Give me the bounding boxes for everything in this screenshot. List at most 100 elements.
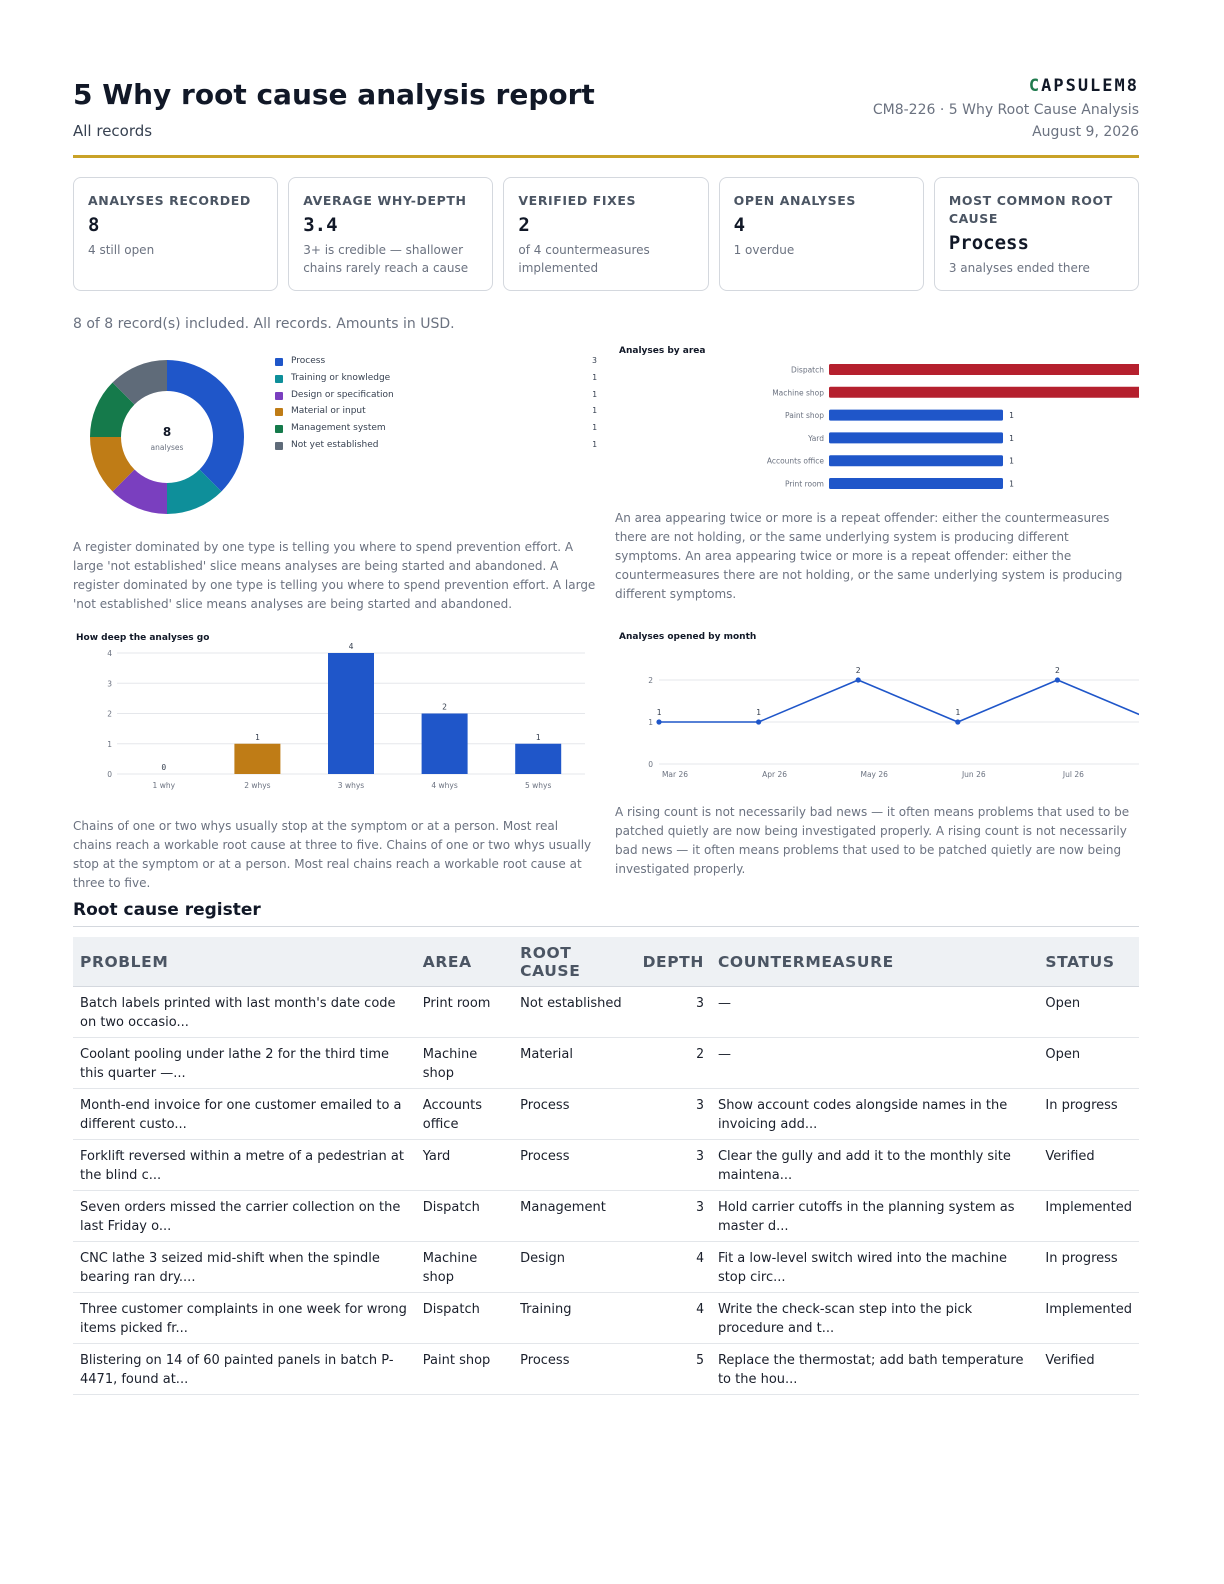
- column-header-root-cause: ROOT CAUSE: [513, 937, 636, 987]
- legend-label: Material or input: [291, 406, 366, 417]
- analyses-by-month-chart: Analyses opened by month 0 1 2 1 Mar 26 1 Apr…: [619, 632, 1139, 779]
- kpi-subtext: 4 still open: [88, 243, 155, 257]
- problem-cell: CNC lathe 3 seized mid-shift when the sp…: [73, 1241, 416, 1293]
- kpi-label: VERIFIED FIXES: [518, 193, 637, 208]
- month-point: [756, 719, 762, 725]
- table-row: Coolant pooling under lathe 2 for the th…: [73, 1037, 1139, 1089]
- depth-category-label: 3 whys: [338, 781, 364, 790]
- donut-slice: [167, 469, 222, 514]
- problem-cell: Blistering on 14 of 60 painted panels in…: [73, 1343, 416, 1395]
- root-cause-cell: Not established: [513, 986, 636, 1038]
- month-point-label: 2: [856, 666, 861, 675]
- area-bar: [829, 478, 1003, 489]
- month-point: [656, 719, 662, 725]
- area-chart-title: Analyses by area: [619, 346, 705, 356]
- month-x-tick: Jun 26: [961, 770, 986, 779]
- donut-center-label: analyses: [151, 443, 184, 452]
- month-point: [955, 719, 961, 725]
- depth-bar: [328, 653, 374, 774]
- column-header-countermeasure: COUNTERMEASURE: [710, 937, 1039, 987]
- month-series-line: [659, 679, 1139, 723]
- column-header-problem: PROBLEM: [73, 937, 416, 987]
- document-reference: CM8-226 · 5 Why Root Cause Analysis: [872, 102, 1139, 118]
- month-point-label: 1: [756, 708, 761, 717]
- legend-swatch: [275, 441, 283, 450]
- month-point-label: 1: [955, 708, 960, 717]
- area-category-label: Yard: [807, 434, 824, 443]
- legend-label: Training or knowledge: [291, 372, 391, 383]
- depth-cell: 3: [635, 1139, 711, 1191]
- root-cause-cell: Process: [513, 1343, 636, 1395]
- problem-cell: Month-end invoice for one customer email…: [73, 1088, 416, 1140]
- kpi-subtext: 3 analyses ended there: [948, 261, 1090, 275]
- problem-cell: Three customer complaints in one week fo…: [73, 1292, 416, 1344]
- legend-item: Material or input 1: [275, 406, 597, 423]
- depth-bar: [515, 743, 562, 774]
- problem-cell: Forklift reversed within a metre of a pe…: [73, 1139, 416, 1191]
- legend-label: Process: [291, 356, 326, 366]
- area-bar-value-label: 1: [1009, 480, 1014, 489]
- kpi-card-most-common-root-cause: MOST COMMON ROOT CAUSE Process 3 analyse…: [933, 177, 1140, 291]
- area-bar: [829, 364, 1139, 375]
- area-cell: Machine shop: [415, 1037, 514, 1089]
- status-cell: Implemented: [1038, 1292, 1139, 1344]
- root-cause-cell: Process: [513, 1139, 636, 1191]
- depth-category-label: 1 why: [153, 781, 176, 790]
- donut-note: A register dominated by one type is tell…: [73, 540, 596, 611]
- countermeasure-cell: Replace the thermostat; add bath tempera…: [710, 1343, 1039, 1395]
- countermeasure-cell: Fit a low-level switch wired into the ma…: [710, 1241, 1039, 1293]
- depth-bar-value-label: 1: [255, 733, 260, 742]
- legend-count: 1: [592, 389, 597, 399]
- area-bar: [829, 386, 1139, 398]
- table-row: Month-end invoice for one customer email…: [73, 1088, 1139, 1140]
- report-page: 5 Why root cause analysis report All rec…: [73, 0, 1140, 1395]
- kpi-cards: ANALYSES RECORDED 8 4 still open AVERAGE…: [73, 177, 1140, 291]
- donut-slice: [112, 360, 167, 405]
- column-header-status: STATUS: [1038, 937, 1139, 987]
- kpi-value: 4: [733, 214, 746, 236]
- depth-y-tick: 0: [107, 770, 112, 779]
- kpi-label: ANALYSES RECORDED: [88, 193, 251, 208]
- kpi-subtext: 1 overdue: [733, 243, 795, 257]
- legend-item: Design or specification 1: [275, 390, 597, 407]
- depth-note: Chains of one or two whys usually stop a…: [73, 819, 592, 890]
- month-point: [855, 677, 861, 683]
- area-bar-value-label: 1: [1009, 434, 1014, 443]
- depth-category-label: 2 whys: [244, 781, 270, 790]
- legend-swatch: [275, 408, 283, 417]
- depth-category-label: 4 whys: [431, 781, 457, 790]
- root-cause-register-table: PROBLEM AREA ROOT CAUSE DEPTH COUNTERMEA…: [73, 937, 1139, 1395]
- report-date: August 9, 2026: [1032, 124, 1139, 140]
- status-cell: Open: [1038, 1037, 1139, 1089]
- countermeasure-cell: Write the check-scan step into the pick …: [710, 1292, 1039, 1344]
- legend-count: 1: [592, 372, 597, 382]
- depth-bar: [234, 743, 281, 774]
- depth-y-tick: 2: [107, 710, 112, 719]
- legend-count: 3: [592, 356, 597, 365]
- area-cell: Dispatch: [415, 1190, 514, 1242]
- area-cell: Accounts office: [415, 1088, 514, 1140]
- legend-swatch: [275, 425, 283, 434]
- root-cause-cell: Process: [513, 1088, 636, 1140]
- depth-y-tick: 1: [107, 740, 112, 749]
- depth-chart-title: How deep the analyses go: [76, 633, 209, 643]
- kpi-card-open-analyses: OPEN ANALYSES 4 1 overdue: [718, 177, 924, 291]
- countermeasure-cell: —: [710, 1037, 1039, 1089]
- root-cause-cell: Material: [513, 1037, 636, 1089]
- area-bar-value-label: 1: [1009, 411, 1014, 420]
- countermeasure-cell: Hold carrier cutoffs in the planning sys…: [710, 1190, 1039, 1242]
- brand-logo-rest: APSULEM8: [1041, 76, 1139, 96]
- legend-count: 1: [592, 423, 597, 433]
- root-cause-cell: Design: [513, 1241, 636, 1293]
- root-cause-cell: Management: [513, 1190, 636, 1242]
- legend-swatch: [275, 374, 283, 383]
- area-bar: [829, 455, 1003, 467]
- depth-bar-value-label: 1: [536, 733, 541, 742]
- table-row: Batch labels printed with last month's d…: [73, 986, 1139, 1038]
- table-row: Three customer complaints in one week fo…: [73, 1292, 1139, 1344]
- depth-cell: 2: [635, 1037, 711, 1089]
- legend-item: Process 3: [275, 356, 597, 373]
- kpi-card-verified-fixes: VERIFIED FIXES 2 of 4 countermeasures im…: [503, 177, 709, 291]
- table-row: CNC lathe 3 seized mid-shift when the sp…: [73, 1241, 1139, 1293]
- depth-cell: 3: [635, 1088, 711, 1140]
